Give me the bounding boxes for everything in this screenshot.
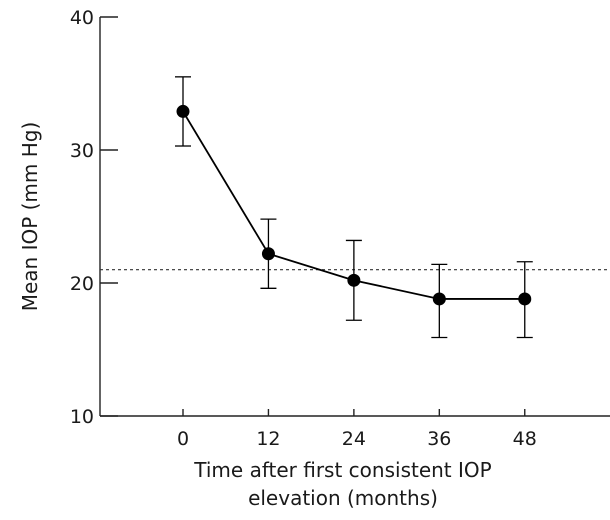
x-axis-title-line-2: elevation (months) <box>248 486 438 510</box>
data-point <box>518 292 532 306</box>
x-tick-label: 12 <box>256 428 280 450</box>
data-point <box>261 247 275 261</box>
y-tick-label: 40 <box>70 7 94 29</box>
y-tick-label: 20 <box>70 273 94 295</box>
x-axis-title-line-1: Time after first consistent IOP <box>193 458 491 482</box>
data-point <box>432 292 446 306</box>
data-point <box>176 104 190 118</box>
y-tick-label: 30 <box>70 140 94 162</box>
x-tick-label: 48 <box>513 428 537 450</box>
y-tick-label: 10 <box>70 406 94 428</box>
data-points <box>176 104 532 306</box>
x-tick-label: 0 <box>177 428 189 450</box>
x-tick-label: 24 <box>342 428 366 450</box>
x-tick-label: 36 <box>427 428 451 450</box>
data-point <box>347 273 361 287</box>
y-axis-title: Mean IOP (mm Hg) <box>18 122 42 312</box>
x-axis-ticks: 0 12 24 36 48 <box>177 409 537 450</box>
y-axis-ticks: 10 20 30 40 <box>70 7 118 428</box>
